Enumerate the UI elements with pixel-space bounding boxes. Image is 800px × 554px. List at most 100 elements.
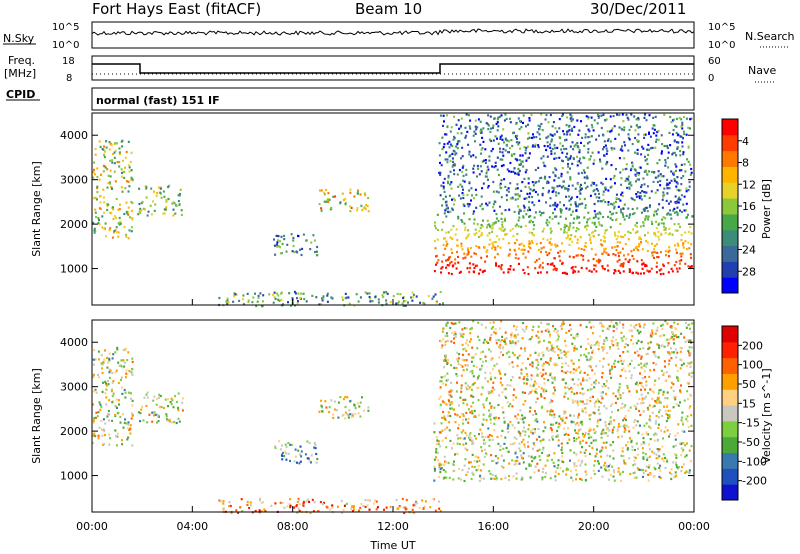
data-cell [500, 164, 503, 168]
data-cell [465, 113, 468, 116]
data-cell [115, 435, 117, 438]
data-cell [568, 438, 571, 441]
data-cell [555, 168, 558, 171]
data-cell [489, 238, 492, 241]
data-cell [563, 410, 566, 413]
data-cell [613, 471, 616, 474]
data-cell [677, 244, 680, 247]
data-cell [517, 143, 520, 146]
data-cell [327, 192, 330, 195]
data-cell [524, 391, 526, 394]
data-cell [444, 334, 447, 338]
data-cell [463, 222, 466, 225]
data-cell [480, 393, 483, 396]
data-cell [681, 442, 684, 445]
data-cell [687, 426, 690, 429]
data-cell [567, 130, 570, 133]
data-cell [458, 467, 460, 471]
data-cell [264, 510, 267, 513]
data-cell [439, 380, 442, 383]
data-cell [104, 222, 107, 225]
data-cell [123, 361, 126, 364]
data-cell [357, 189, 359, 192]
data-cell [454, 453, 456, 456]
data-cell [449, 170, 452, 173]
data-cell [571, 399, 574, 402]
data-cell [683, 430, 686, 433]
data-cell [502, 164, 505, 167]
data-cell [645, 171, 648, 174]
data-cell [686, 381, 689, 384]
data-cell [668, 414, 671, 417]
data-cell [606, 160, 609, 164]
data-cell [157, 415, 160, 418]
data-cell [610, 376, 613, 379]
data-cell [503, 442, 506, 445]
data-cell [616, 323, 619, 326]
data-cell [287, 301, 289, 304]
data-cell [438, 154, 441, 157]
data-cell [369, 499, 372, 502]
data-cell [565, 207, 568, 210]
data-cell [462, 348, 465, 351]
data-cell [671, 133, 674, 136]
data-cell [676, 376, 679, 379]
data-cell [401, 302, 404, 305]
data-cell [583, 402, 586, 406]
data-cell [555, 205, 558, 208]
data-cell [520, 454, 523, 457]
data-cell [576, 432, 579, 435]
data-cell [470, 360, 473, 363]
data-cell [483, 338, 486, 341]
data-cell [276, 245, 279, 248]
data-cell [517, 117, 520, 120]
data-cell [658, 448, 661, 451]
data-cell [545, 221, 548, 224]
data-cell [131, 179, 134, 182]
data-cell [128, 185, 131, 188]
data-cell [540, 212, 543, 215]
data-cell [462, 413, 465, 416]
data-cell [679, 150, 682, 153]
data-cell [682, 115, 685, 119]
data-cell [664, 320, 667, 323]
data-cell [549, 359, 552, 362]
data-cell [555, 191, 558, 194]
data-cell [473, 271, 476, 274]
data-cell [145, 196, 148, 199]
data-cell [514, 415, 517, 418]
data-cell [309, 248, 312, 251]
data-cell [439, 404, 442, 407]
data-cell [442, 114, 445, 117]
data-cell [572, 271, 575, 274]
data-cell [645, 206, 648, 209]
data-cell [553, 346, 556, 349]
data-cell [605, 336, 608, 339]
data-cell [114, 142, 117, 145]
data-cell [626, 384, 629, 387]
data-cell [463, 212, 465, 215]
data-cell [639, 191, 642, 194]
data-cell [515, 459, 518, 462]
data-cell [526, 157, 529, 160]
data-cell [520, 189, 523, 192]
data-cell [646, 458, 649, 461]
data-cell [344, 417, 347, 420]
data-cell [528, 136, 531, 139]
data-cell [502, 459, 505, 462]
data-cell [600, 401, 603, 404]
data-cell [581, 136, 584, 139]
data-cell [108, 141, 111, 144]
data-cell [592, 395, 594, 398]
data-cell [120, 359, 123, 362]
data-cell [515, 122, 518, 125]
data-cell [585, 355, 588, 358]
data-cell [498, 115, 501, 118]
data-cell [667, 342, 670, 345]
data-cell [105, 235, 108, 238]
data-cell [665, 420, 668, 423]
data-cell [561, 242, 564, 245]
data-cell [451, 265, 454, 268]
data-cell [581, 423, 584, 426]
data-cell [657, 223, 660, 226]
